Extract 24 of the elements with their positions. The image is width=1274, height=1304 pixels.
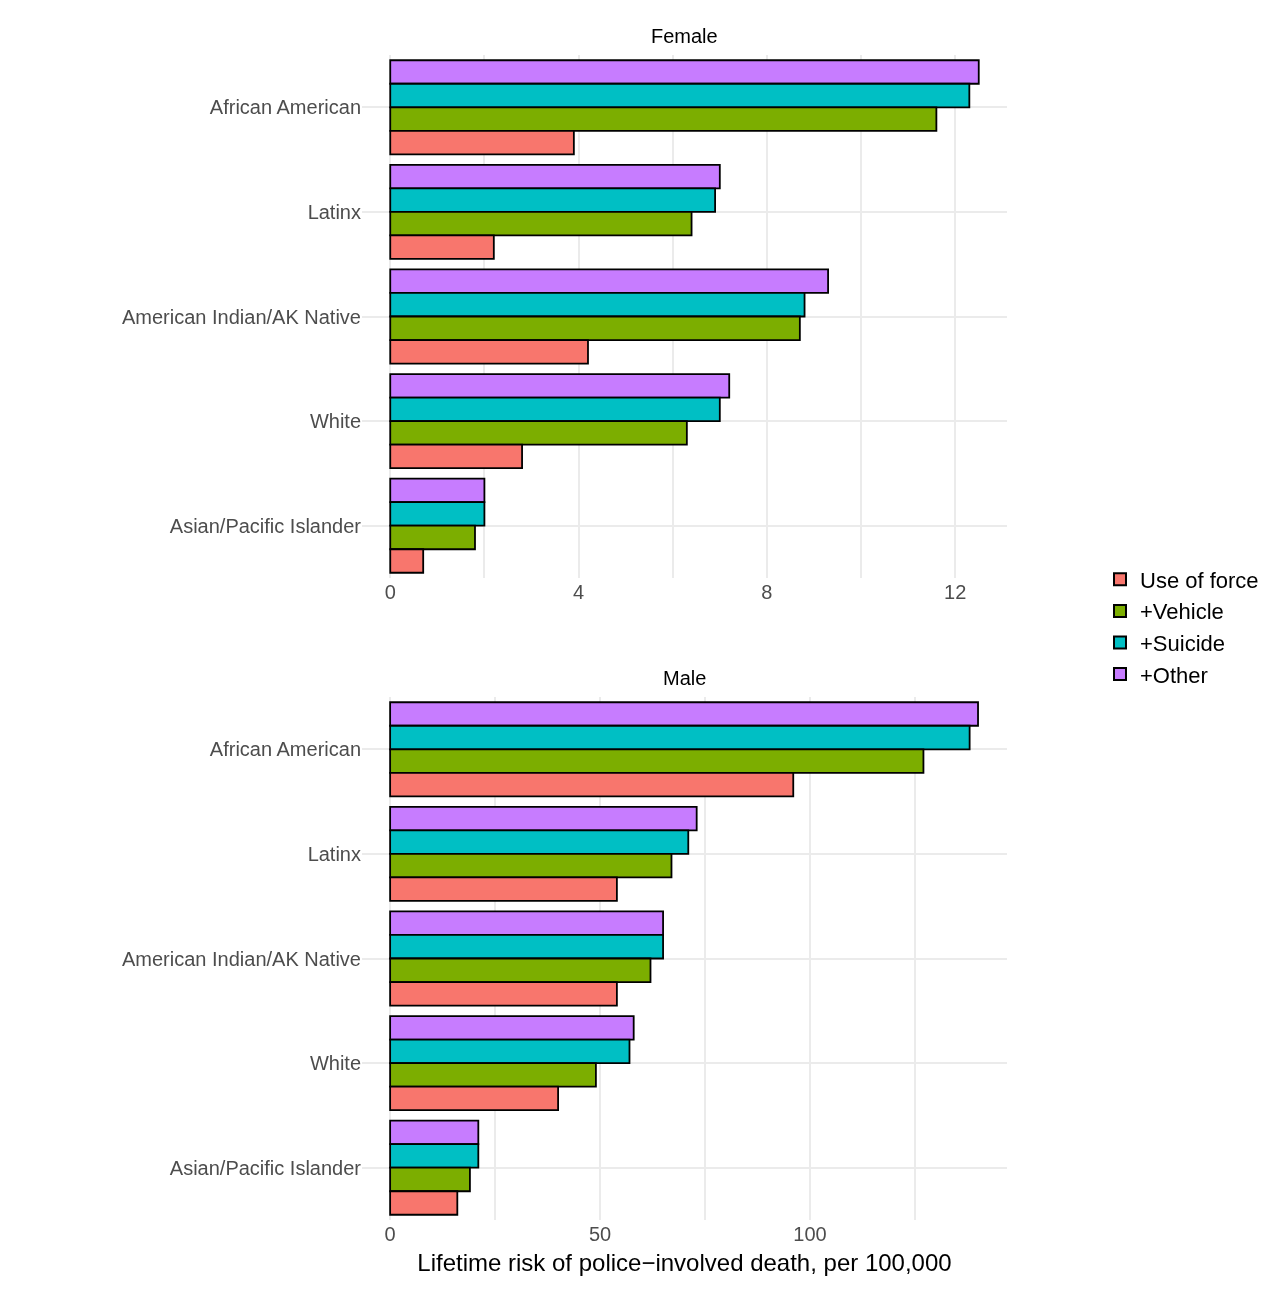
legend-label: +Vehicle: [1140, 599, 1224, 625]
y-tick-label: American Indian/AK Native: [121, 305, 361, 328]
x-tick-label: 4: [573, 581, 585, 603]
legend-label: Use of force: [1140, 567, 1259, 593]
y-tick-label: Asian/Pacific Islander: [169, 1156, 362, 1179]
x-axis-title: Lifetime risk of police−involved death, per 100,000: [417, 1249, 952, 1277]
y-tick-label: African American: [209, 96, 361, 119]
x-tick-label: 12: [944, 581, 967, 603]
legend-label: +Other: [1140, 662, 1208, 688]
x-tick-label: 8: [761, 581, 773, 603]
y-tick-label: White: [309, 410, 361, 433]
x-tick-label: 0: [384, 1223, 396, 1245]
y-tick-label: African American: [209, 738, 361, 761]
x-tick-label: 100: [793, 1223, 827, 1245]
x-tick-label: 0: [384, 581, 396, 603]
chart-title: Female: [651, 25, 718, 47]
y-tick-label: American Indian/AK Native: [121, 947, 361, 970]
x-tick-label: 50: [588, 1223, 612, 1245]
legend-label: +Suicide: [1140, 631, 1226, 657]
y-tick-label: Latinx: [307, 842, 361, 865]
y-tick-label: Latinx: [307, 200, 361, 223]
chart-title: Male: [663, 667, 707, 689]
y-tick-label: White: [309, 1052, 361, 1075]
y-tick-label: Asian/Pacific Islander: [169, 514, 362, 537]
